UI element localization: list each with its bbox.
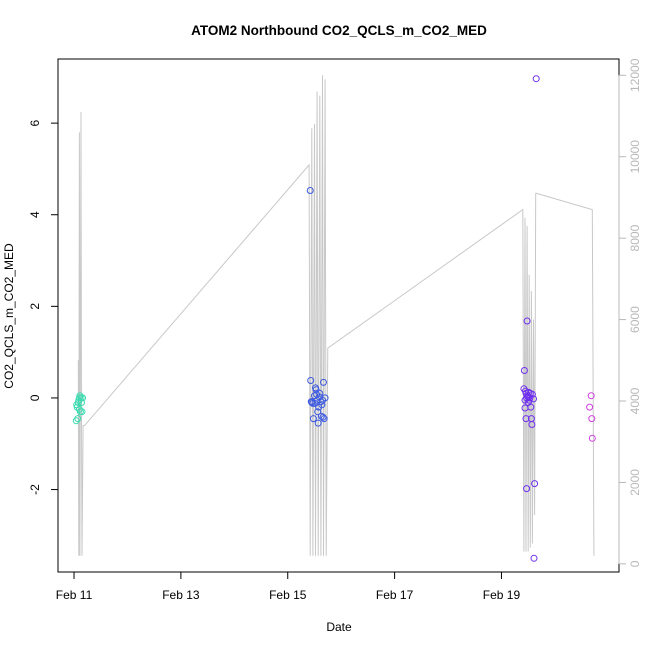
data-point-s2-18 <box>523 485 531 493</box>
altitude-line-layer <box>77 75 595 556</box>
data-point-s2-15 <box>528 421 536 428</box>
y2-tick-label-2: 4000 <box>628 387 642 414</box>
y-tick-label-1: 0 <box>28 394 42 401</box>
data-point-s0-11 <box>79 394 87 402</box>
data-point-s1-4 <box>309 415 317 423</box>
data-point-s2-6 <box>523 317 531 325</box>
altitude-line <box>77 75 595 556</box>
data-point-s1-12 <box>316 389 324 397</box>
data-points-layer <box>72 75 596 562</box>
y2-tick-label-4: 8000 <box>628 224 642 251</box>
y-tick-label-3: 4 <box>28 211 42 218</box>
data-point-s2-23 <box>522 389 530 397</box>
data-point-s1-22 <box>318 401 326 409</box>
y2-tick-label-1: 2000 <box>628 469 642 496</box>
data-point-s0-12 <box>74 415 82 423</box>
data-point-s2-20 <box>530 554 538 562</box>
y2-tick-label-3: 6000 <box>628 306 642 333</box>
x-axis-label: Date <box>326 620 352 634</box>
data-point-s1-10 <box>314 419 322 427</box>
data-point-s0-13 <box>75 405 83 413</box>
x-tick-label-2: Feb 15 <box>269 588 307 602</box>
y-tick-label-4: 6 <box>28 119 42 126</box>
data-point-s1-16 <box>320 378 327 386</box>
data-point-s2-19 <box>531 480 539 488</box>
data-point-s1-7 <box>312 386 320 394</box>
data-point-s1-17 <box>320 415 328 423</box>
data-point-s0-0 <box>72 417 80 425</box>
y2-tick-label-5: 10000 <box>628 140 642 174</box>
data-point-s1-23 <box>319 413 327 421</box>
data-point-s1-19 <box>307 398 315 406</box>
y-tick-label-2: 2 <box>28 303 42 310</box>
data-point-s1-0 <box>306 187 314 194</box>
y-axis-label: CO2_QCLS_m_CO2_MED <box>2 243 16 389</box>
chart-title: ATOM2 Northbound CO2_QCLS_m_CO2_MED <box>191 23 487 38</box>
data-point-s1-24 <box>313 390 321 398</box>
data-point-s3-0 <box>586 403 594 411</box>
y-axis: -2 0 2 4 6 <box>28 119 59 495</box>
data-point-s2-24 <box>524 393 532 401</box>
data-point-s3-1 <box>587 392 595 400</box>
data-point-s1-9 <box>314 408 322 416</box>
data-point-s2-21 <box>532 75 540 83</box>
y2-tick-label-0: 0 <box>628 560 642 567</box>
y2-tick-label-6: 12000 <box>628 58 642 92</box>
data-point-s2-13 <box>527 403 535 411</box>
data-point-s3-3 <box>588 434 596 442</box>
x-tick-label-3: Feb 17 <box>376 588 414 602</box>
y2-axis: 0 2000 4000 6000 8000 10000 12000 <box>618 58 642 567</box>
data-point-s1-1 <box>307 377 315 384</box>
data-point-s2-4 <box>522 415 530 423</box>
x-tick-label-4: Feb 19 <box>483 588 521 602</box>
x-axis: Feb 11 Feb 13 Feb 15 Feb 17 Feb 19 <box>56 571 521 602</box>
x-tick-label-1: Feb 13 <box>162 588 200 602</box>
data-point-s1-20 <box>311 399 319 407</box>
y-tick-label-0: -2 <box>28 484 42 495</box>
data-point-s0-10 <box>78 399 85 406</box>
x-tick-label-0: Feb 11 <box>56 588 93 602</box>
data-point-s2-1 <box>520 367 528 374</box>
data-point-s3-2 <box>588 415 596 423</box>
data-point-s2-2 <box>521 404 529 412</box>
